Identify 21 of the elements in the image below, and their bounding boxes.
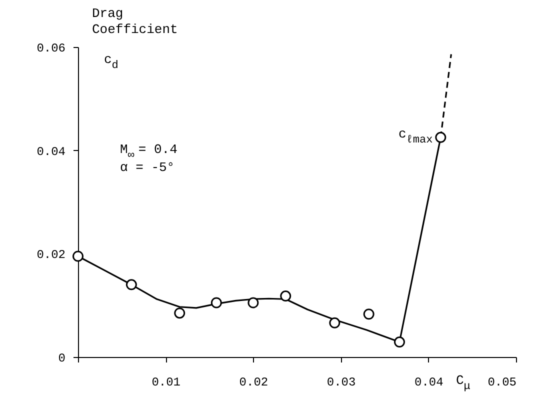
y-tick-label: 0.06 bbox=[36, 42, 66, 56]
point bbox=[329, 317, 340, 328]
point bbox=[210, 297, 222, 308]
point bbox=[126, 279, 137, 290]
x-tick-label: 0.02 bbox=[239, 376, 268, 390]
point bbox=[174, 308, 186, 319]
annotation: α = -5° bbox=[120, 160, 175, 175]
x-tick-label: 0.01 bbox=[152, 376, 181, 390]
point bbox=[72, 250, 84, 262]
point bbox=[248, 297, 259, 308]
point bbox=[435, 132, 446, 143]
y-tick-label: 0 bbox=[58, 352, 66, 366]
point bbox=[394, 336, 405, 348]
point bbox=[363, 308, 374, 320]
point bbox=[280, 290, 292, 302]
y-tick-label: 0.04 bbox=[36, 144, 66, 159]
annotation: M∞ = 0.4 bbox=[120, 142, 178, 162]
x-tick-label: 0.03 bbox=[326, 376, 356, 390]
x-tick-label: 0.04 bbox=[414, 376, 444, 390]
y-tick-label: 0.02 bbox=[36, 248, 66, 262]
x-tick-label: 0.05 bbox=[488, 376, 516, 390]
